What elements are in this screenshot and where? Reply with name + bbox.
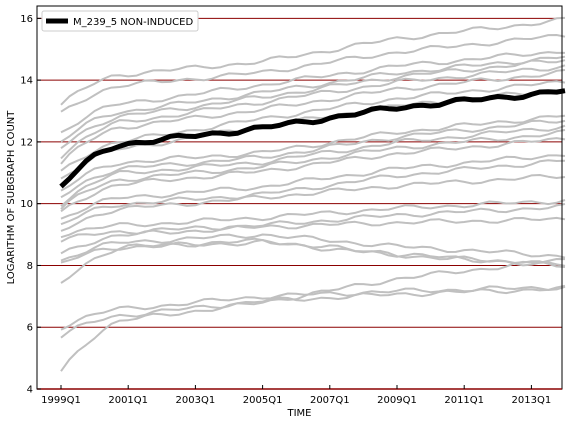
background-series-line [60, 119, 566, 199]
background-series-line [60, 59, 566, 150]
background-series-line [60, 114, 566, 192]
x-tick-label: 2013Q1 [512, 395, 552, 406]
background-series-line [60, 199, 566, 239]
background-series-group [60, 16, 566, 372]
highlight-series-group [59, 88, 566, 189]
x-tick-label: 2003Q1 [176, 395, 216, 406]
background-series-line [60, 216, 566, 255]
x-tick-label: 2009Q1 [377, 395, 417, 406]
background-series-line [60, 55, 566, 143]
y-axis-ticks: 4 6 8 10 12 14 16 [20, 14, 41, 396]
background-series-line [60, 129, 566, 210]
background-series-line [60, 51, 565, 134]
x-tick-label: 2001Q1 [108, 395, 148, 406]
y-tick-label: 10 [20, 199, 33, 210]
x-tick-label: 2011Q1 [444, 395, 484, 406]
background-series-line [60, 159, 566, 226]
background-series-line [60, 124, 566, 208]
background-series-line [60, 237, 566, 284]
background-series-line [60, 80, 566, 172]
background-series-line [60, 174, 566, 232]
y-tick-label: 16 [20, 14, 33, 25]
legend: M_239_5 NON-INDUCED [41, 10, 199, 32]
background-series-line [60, 233, 566, 262]
background-series-line [60, 154, 566, 220]
y-tick-label: 6 [27, 323, 33, 334]
y-tick-label: 12 [20, 137, 33, 148]
x-tick-label: 1999Q1 [41, 395, 81, 406]
y-tick-label: 8 [27, 261, 33, 272]
x-tick-label: 2007Q1 [310, 395, 350, 406]
background-series-line [60, 69, 566, 165]
y-tick-label: 14 [20, 76, 33, 87]
background-series-line [60, 34, 566, 113]
legend-label: M_239_5 NON-INDUCED [73, 17, 193, 28]
x-axis-label: TIME [286, 408, 311, 419]
background-series-line [60, 258, 566, 372]
background-series-line [60, 64, 566, 160]
x-tick-label: 2005Q1 [243, 395, 283, 406]
highlight-series-line [59, 88, 566, 189]
background-series-line [60, 137, 566, 213]
y-tick-label: 4 [27, 385, 33, 396]
x-axis-ticks: 1999Q1 2001Q1 2003Q1 2005Q1 2007Q1 2009Q1 2011… [41, 385, 551, 406]
y-axis-label: LOGARITHM OF SUBGRAPH COUNT [6, 110, 17, 285]
background-series-line [60, 16, 566, 106]
legend-box [41, 10, 199, 32]
